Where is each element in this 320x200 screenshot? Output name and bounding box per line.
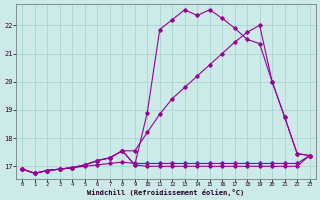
X-axis label: Windchill (Refroidissement éolien,°C): Windchill (Refroidissement éolien,°C)	[87, 189, 244, 196]
